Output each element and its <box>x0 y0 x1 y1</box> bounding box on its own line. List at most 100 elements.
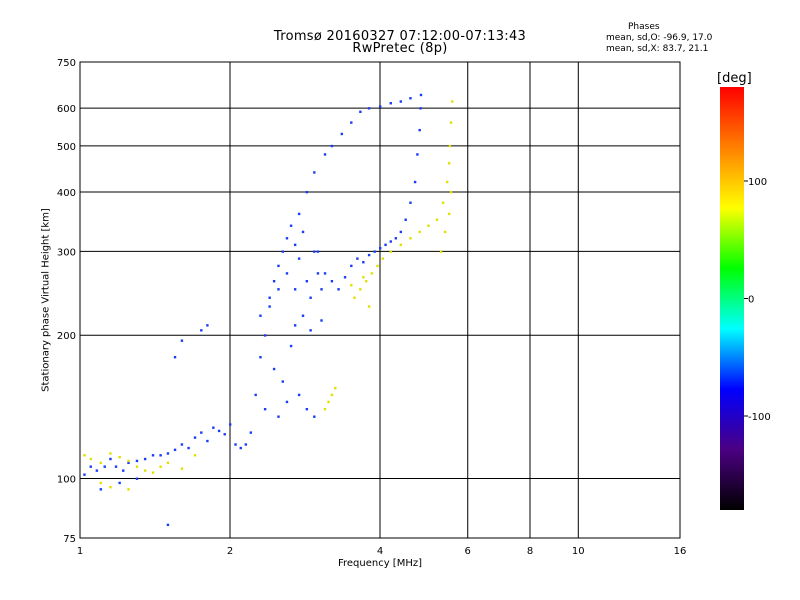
axis-ticks: 1 2 4 6 8 10 16 75 100 200 300 400 500 600 750 <box>57 58 686 557</box>
data-point-o <box>419 93 423 97</box>
data-point-x <box>427 224 430 227</box>
data-point-o <box>143 457 147 461</box>
data-point-o <box>313 415 316 418</box>
data-point-o <box>399 100 403 103</box>
y-tick-label: 75 <box>63 534 76 545</box>
x-tick-label: 10 <box>572 546 585 557</box>
phases-o-mode-stats: mean, sd,O: -96.9, 17.0 <box>606 33 713 43</box>
data-point-o <box>323 272 327 275</box>
x-tick-label: 8 <box>527 546 533 557</box>
data-point-x <box>323 407 327 411</box>
data-point-o <box>285 237 289 240</box>
data-point-o <box>200 329 203 332</box>
data-point-o <box>404 218 407 221</box>
data-point-o <box>229 423 232 426</box>
colorbar: 100 0 -100 <box>720 87 771 510</box>
data-point-o <box>259 356 262 359</box>
data-point-x <box>389 250 392 253</box>
y-tick-label: 300 <box>57 247 76 258</box>
data-point-x <box>376 264 379 268</box>
data-point-x <box>399 243 403 247</box>
data-point-x <box>127 459 130 463</box>
data-point-x <box>166 461 170 465</box>
data-point-o <box>389 240 392 243</box>
data-point-o <box>166 452 170 455</box>
data-point-o <box>272 367 276 371</box>
data-point-x <box>447 212 451 216</box>
data-point-x <box>451 100 454 103</box>
colorbar-unit: deg <box>722 71 747 86</box>
y-tick-label: 750 <box>57 58 76 69</box>
data-point-o <box>244 443 248 446</box>
data-point-x <box>443 230 447 234</box>
data-point-o <box>416 153 419 156</box>
data-point-x <box>370 272 374 275</box>
data-point-o <box>320 288 323 291</box>
data-point-o <box>277 288 280 291</box>
data-point-x <box>418 230 421 234</box>
x-tick-label: 2 <box>227 546 233 557</box>
data-point-o <box>135 477 139 480</box>
data-point-x <box>151 471 155 474</box>
data-point-o <box>313 171 316 174</box>
data-point-x <box>330 393 334 397</box>
data-point-o <box>305 280 309 283</box>
data-point-o <box>89 465 92 468</box>
colorbar-unit-label: [deg] <box>717 71 752 86</box>
data-point-o <box>114 465 118 468</box>
data-point-x <box>381 257 385 260</box>
data-point-o <box>118 481 121 485</box>
x-tick-label: 16 <box>674 546 687 557</box>
data-point-o <box>297 212 301 216</box>
y-tick-label: 200 <box>57 331 76 342</box>
data-point-o <box>281 380 284 383</box>
data-point-o <box>301 314 305 317</box>
data-point-o <box>281 250 284 253</box>
data-point-o <box>135 459 139 463</box>
data-point-o <box>239 446 242 450</box>
data-point-o <box>285 272 289 275</box>
plot-frame <box>79 61 681 539</box>
data-point-o <box>99 488 103 491</box>
data-point-o <box>263 407 267 411</box>
data-point-o <box>394 237 398 240</box>
colorbar-gradient <box>720 87 744 510</box>
data-point-o <box>320 319 323 322</box>
y-tick-label: 400 <box>57 188 76 199</box>
data-point-o <box>367 253 371 257</box>
data-point-x <box>435 218 439 221</box>
data-point-o <box>362 261 365 264</box>
data-point-o <box>206 324 209 327</box>
chart-subtitle: RwPretec (8p) <box>352 41 448 56</box>
data-point-x <box>83 454 86 457</box>
data-point-o <box>313 250 316 253</box>
data-point-x <box>359 288 362 291</box>
data-point-o <box>293 243 297 247</box>
data-point-o <box>187 446 190 450</box>
chart-title: Tromsø 20160327 07:12:00-07:13:43 <box>273 29 527 44</box>
data-point-o <box>337 288 340 291</box>
phases-heading: Phases <box>628 22 660 32</box>
data-point-x <box>118 455 121 459</box>
data-point-o <box>166 523 170 527</box>
data-point-o <box>180 339 184 342</box>
data-point-o <box>309 329 312 332</box>
data-point-o <box>359 110 362 114</box>
data-point-o <box>330 280 334 283</box>
data-point-o <box>418 128 421 132</box>
data-point-x <box>447 162 451 165</box>
data-point-o <box>379 247 382 250</box>
data-point-o <box>350 121 353 124</box>
data-point-x <box>441 201 445 204</box>
data-point-o <box>350 264 353 268</box>
data-point-x <box>449 121 453 124</box>
data-point-o <box>399 230 403 234</box>
data-point-x <box>327 400 330 404</box>
data-point-x <box>143 469 147 472</box>
data-point-o <box>323 153 327 156</box>
data-point-o <box>193 436 197 439</box>
data-point-o <box>409 201 412 204</box>
data-point-o <box>122 469 125 472</box>
data-point-o <box>389 102 392 105</box>
